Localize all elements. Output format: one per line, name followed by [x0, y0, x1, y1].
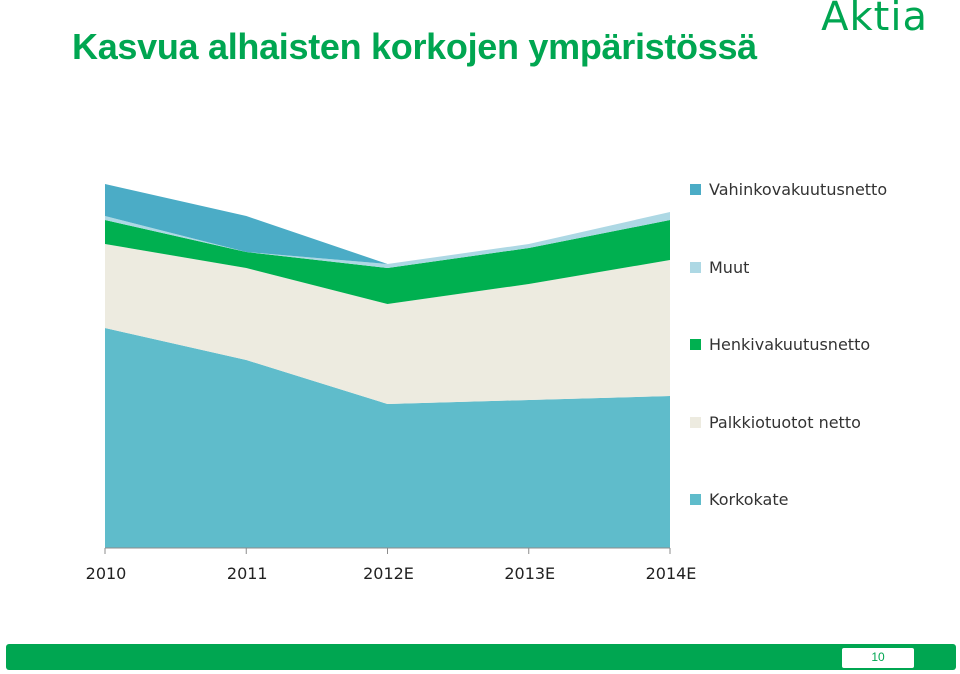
- legend-item-muut: Muut: [690, 258, 749, 277]
- slide-title: Kasvua alhaisten korkojen ympäristössä: [72, 26, 757, 67]
- page-number-box: [842, 648, 914, 668]
- x-tick-label: 2014E: [646, 564, 697, 583]
- legend-label: Vahinkovakuutusnetto: [709, 180, 888, 199]
- stacked-area-chart: 2010 2011 2012E 2013E 2014E: [86, 184, 697, 583]
- page-number: 10: [871, 650, 885, 664]
- area-korkokate: [105, 328, 670, 548]
- legend-item-korkokate: Korkokate: [690, 490, 788, 509]
- footer-bar: [6, 644, 956, 670]
- area-vahinkovakuutusnetto: [105, 184, 670, 264]
- area-muut: [105, 212, 670, 268]
- legend-label: Palkkiotuotot netto: [709, 412, 861, 432]
- legend-swatch: [690, 339, 701, 350]
- legend-swatch: [690, 494, 701, 505]
- x-tick-label: 2010: [86, 564, 127, 583]
- legend-item-vahinkovakuutusnetto: Vahinkovakuutusnetto: [690, 180, 887, 199]
- x-tick-label: 2011: [227, 564, 268, 583]
- legend-swatch: [690, 416, 701, 428]
- x-axis: 2010 2011 2012E 2013E 2014E: [86, 547, 697, 583]
- legend-item-henkivakuutusnetto: Henkivakuutusnetto: [690, 335, 870, 354]
- legend-label: Korkokate: [709, 490, 789, 509]
- legend-label: Henkivakuutusnetto: [709, 335, 871, 354]
- x-tick-label: 2013E: [504, 564, 555, 583]
- x-tick-label: 2012E: [363, 564, 414, 583]
- legend-swatch: [690, 261, 701, 273]
- aktia-logo: Aktia: [821, 0, 928, 40]
- legend-swatch: [690, 184, 701, 195]
- legend-item-palkkiotuotot-netto: Palkkiotuotot netto: [690, 413, 861, 432]
- area-palkkiotuotot-netto: [105, 244, 670, 404]
- area-henkivakuutusnetto: [105, 220, 670, 304]
- legend-label: Muut: [709, 257, 750, 277]
- chart-areas: [105, 184, 670, 548]
